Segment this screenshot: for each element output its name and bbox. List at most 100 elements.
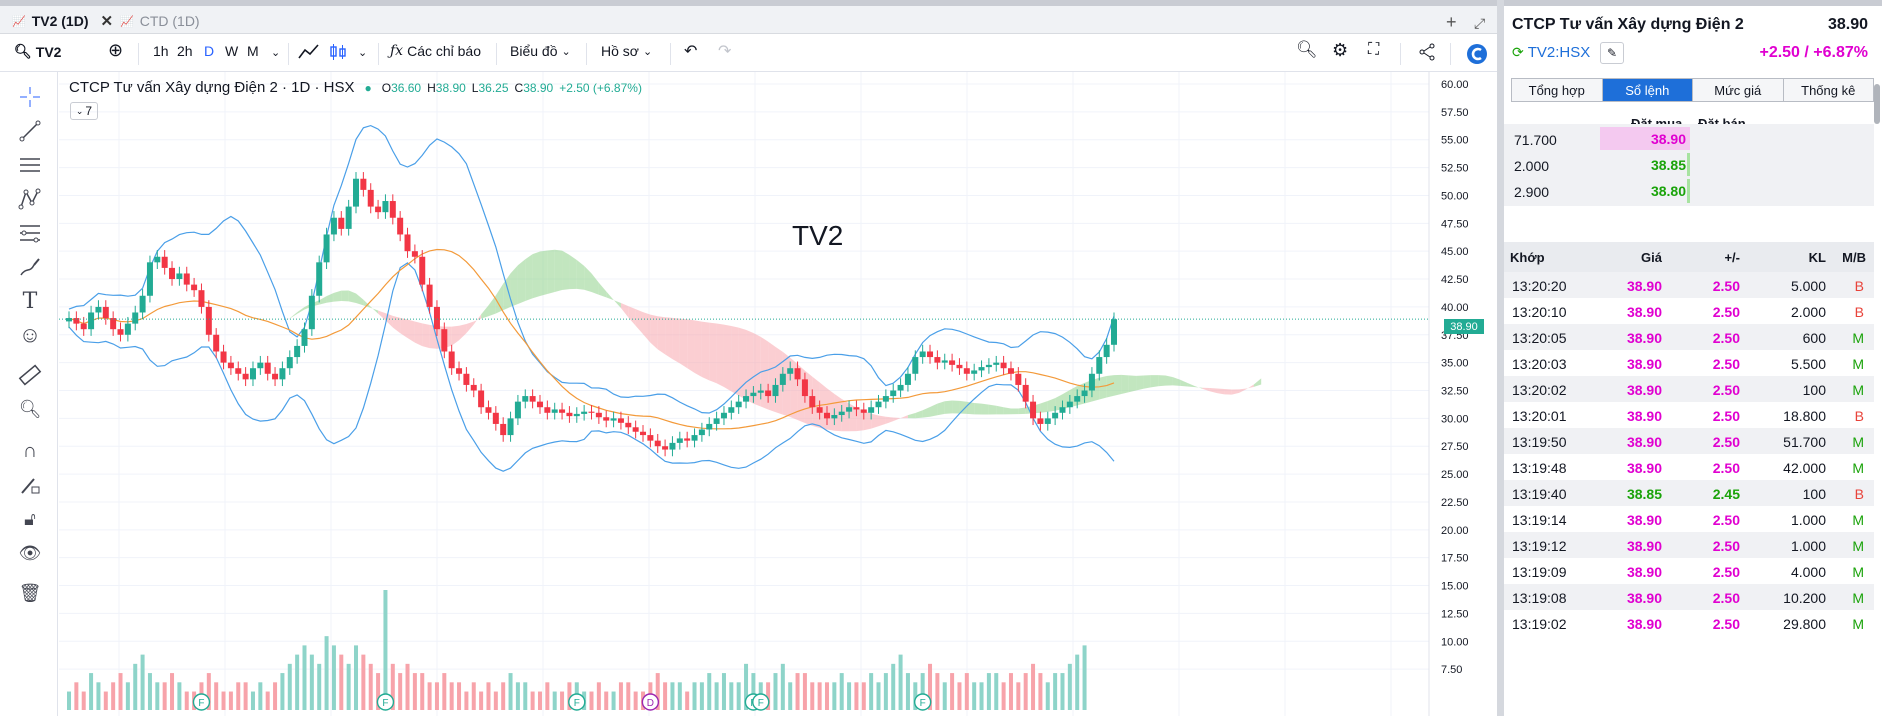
trade-row[interactable]: 13:19:40 38.85 2.45 100 B xyxy=(1504,480,1874,506)
interval-2h[interactable]: 2h xyxy=(177,43,193,59)
candle-body xyxy=(993,362,1000,365)
lock-icon[interactable]: 🔓︎ xyxy=(24,508,36,529)
volume-bar xyxy=(1075,654,1080,710)
trade-row[interactable]: 13:19:50 38.90 2.50 51.700 M xyxy=(1504,428,1874,454)
ruler-icon[interactable] xyxy=(17,362,43,388)
chart-area[interactable]: 60.00 57.50 55.00 52.50 50.00 47.50 45.00 42.50… xyxy=(59,72,1497,716)
tab-tong-hop[interactable]: Tổng hợp xyxy=(1512,79,1603,101)
candle-body xyxy=(750,392,757,397)
trade-row[interactable]: 13:19:09 38.90 2.50 4.000 M xyxy=(1504,558,1874,584)
trade-row[interactable]: 13:19:12 38.90 2.50 1.000 M xyxy=(1504,532,1874,558)
orderbook-row[interactable]: 2.000 38.85 xyxy=(1504,150,1874,181)
trade-row[interactable]: 13:20:03 38.90 2.50 5.500 M xyxy=(1504,350,1874,376)
eye-icon[interactable]: 👁︎ xyxy=(18,542,42,563)
brand-logo-icon[interactable] xyxy=(1466,43,1488,65)
horizontal-lines-icon[interactable] xyxy=(17,152,43,178)
magnet-icon[interactable]: ∩ xyxy=(22,439,38,462)
price-chart-svg[interactable]: 60.00 57.50 55.00 52.50 50.00 47.50 45.00 42.50… xyxy=(59,72,1497,716)
profile-menu-button[interactable]: Hồ sơ ⌄ xyxy=(601,43,652,59)
candle-body xyxy=(617,418,624,423)
cloud-segment xyxy=(1165,375,1173,386)
trade-change: 2.50 xyxy=(1712,616,1740,632)
text-tool-icon[interactable]: T xyxy=(22,288,38,314)
interval-d[interactable]: D xyxy=(204,43,215,59)
symbol-link[interactable]: ⟳ TV2:HSX xyxy=(1512,44,1590,61)
trade-row[interactable]: 13:19:48 38.90 2.50 42.000 M xyxy=(1504,454,1874,480)
line-style-icon[interactable] xyxy=(298,43,320,61)
cloud-segment xyxy=(900,415,908,419)
chevron-down-icon[interactable]: ⌄ xyxy=(358,47,368,59)
symbol-search[interactable]: 🔍︎ TV2 xyxy=(14,43,61,60)
chevron-down-icon[interactable]: ⌄ xyxy=(271,47,281,59)
close-icon[interactable]: ✕ xyxy=(100,13,114,30)
trash-icon[interactable]: 🗑︎ xyxy=(18,582,42,603)
fullscreen-icon[interactable]: ⛶ xyxy=(1368,41,1380,58)
chart-menu-button[interactable]: Biểu đồ ⌄ xyxy=(510,43,571,59)
cloud-segment xyxy=(1217,388,1225,395)
panel-splitter[interactable] xyxy=(1497,0,1504,716)
cloud-segment xyxy=(687,319,695,373)
pattern-icon[interactable] xyxy=(17,186,43,212)
volume-bar xyxy=(515,682,520,710)
tab-so-lenh[interactable]: Sổ lệnh xyxy=(1602,79,1693,101)
redo-icon[interactable]: ↷ xyxy=(718,43,732,60)
indicators-button[interactable]: ƒx Các chỉ báo xyxy=(390,43,481,59)
col-side: M/B xyxy=(1842,250,1866,265)
scrollbar[interactable] xyxy=(1874,84,1880,124)
cloud-segment xyxy=(915,410,923,419)
trade-row[interactable]: 13:20:10 38.90 2.50 2.000 B xyxy=(1504,298,1874,324)
trade-change: 2.50 xyxy=(1712,538,1740,554)
cloud-segment xyxy=(966,401,975,415)
trade-row[interactable]: 13:19:08 38.90 2.50 10.200 M xyxy=(1504,584,1874,610)
trade-row[interactable]: 13:19:02 38.90 2.50 29.800 M xyxy=(1504,610,1874,636)
volume-bar xyxy=(898,654,903,710)
candle-body xyxy=(536,401,543,408)
zoom-in-icon[interactable]: 🔍︎ xyxy=(18,398,42,419)
candle-style-icon[interactable] xyxy=(328,43,348,61)
share-icon[interactable] xyxy=(1418,43,1436,61)
add-tab-icon[interactable]: + xyxy=(1446,12,1457,32)
trade-side: B xyxy=(1854,486,1864,502)
undo-icon[interactable]: ↶ xyxy=(684,43,698,60)
tab-muc-gia[interactable]: Mức giá xyxy=(1693,79,1784,101)
indicator-collapse-toggle[interactable]: ⌄ 7 xyxy=(70,102,98,120)
emoji-icon[interactable]: ☺ xyxy=(18,322,42,347)
tab-ctd[interactable]: 📈 CTD (1D) xyxy=(120,10,200,32)
trend-line-icon[interactable] xyxy=(17,118,43,144)
expand-icon[interactable]: ⤢ xyxy=(1474,15,1486,31)
compare-add-icon[interactable]: ⊕ xyxy=(108,40,124,60)
cloud-segment xyxy=(701,321,710,381)
volume-bar xyxy=(427,682,432,710)
gear-icon[interactable]: ⚙ xyxy=(1332,40,1349,60)
brush-icon[interactable] xyxy=(17,254,43,280)
orderbook-row[interactable]: 71.700 38.90 xyxy=(1504,124,1874,155)
cloud-segment xyxy=(893,417,901,422)
edit-icon[interactable]: ✎ xyxy=(1600,42,1624,64)
tab-tv2[interactable]: 📈 TV2 (1D) ✕ xyxy=(12,10,113,32)
trade-price: 38.85 xyxy=(1626,486,1662,502)
interval-m[interactable]: M xyxy=(247,43,259,59)
tab-thong-ke[interactable]: Thống kê xyxy=(1783,79,1873,101)
orderbook-row[interactable]: 2.900 38.80 xyxy=(1504,176,1874,207)
candle-body xyxy=(625,422,632,428)
trade-side: M xyxy=(1852,356,1864,372)
volume-bar xyxy=(81,691,86,710)
cloud-segment xyxy=(1121,374,1129,395)
tab-label: TV2 (1D) xyxy=(31,13,89,29)
trade-row[interactable]: 13:20:02 38.90 2.50 100 M xyxy=(1504,376,1874,402)
volume-bar xyxy=(567,682,572,710)
trade-row[interactable]: 13:20:20 38.90 2.50 5.000 B xyxy=(1504,272,1874,298)
cloud-segment xyxy=(782,351,791,418)
trade-change: 2.50 xyxy=(1712,590,1740,606)
interval-w[interactable]: W xyxy=(225,43,239,59)
trade-row[interactable]: 13:20:01 38.90 2.50 18.800 B xyxy=(1504,402,1874,428)
trade-row[interactable]: 13:19:14 38.90 2.50 1.000 M xyxy=(1504,506,1874,532)
trade-row[interactable]: 13:20:05 38.90 2.50 600 M xyxy=(1504,324,1874,350)
zoom-search-icon[interactable]: 🔍︎ xyxy=(1296,40,1318,59)
fib-retracement-icon[interactable] xyxy=(17,220,43,246)
y-tick-label: 40.00 xyxy=(1441,302,1469,314)
interval-1h[interactable]: 1h xyxy=(153,43,169,59)
cloud-segment xyxy=(1158,375,1166,387)
lock-pencil-icon[interactable] xyxy=(17,472,43,498)
crosshair-icon[interactable] xyxy=(17,84,43,110)
